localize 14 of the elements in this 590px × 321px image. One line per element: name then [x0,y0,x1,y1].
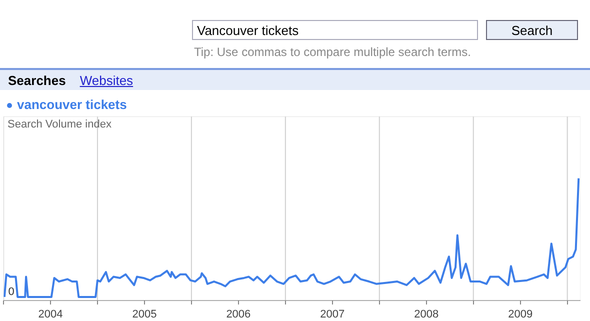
text: Searches [8,73,66,88]
x-tick-label: 2008 [414,308,439,320]
x-tick-label: 2004 [38,308,63,320]
annotation: 0 [8,286,14,298]
legend-label: vancouver tickets [17,97,127,112]
text: Tip: Use commas to compare multiple search terms. [194,44,471,61]
text: Vancouver tickets [192,20,478,40]
x-tick-label: 2005 [132,308,157,320]
x-tick-label: 2009 [508,308,533,320]
x-tick-label: 2007 [320,308,345,320]
text: Search [486,20,578,40]
text: Websites [80,73,134,88]
x-tick-label: 2006 [226,308,251,320]
y-axis-title: Search Volume index [8,118,112,131]
